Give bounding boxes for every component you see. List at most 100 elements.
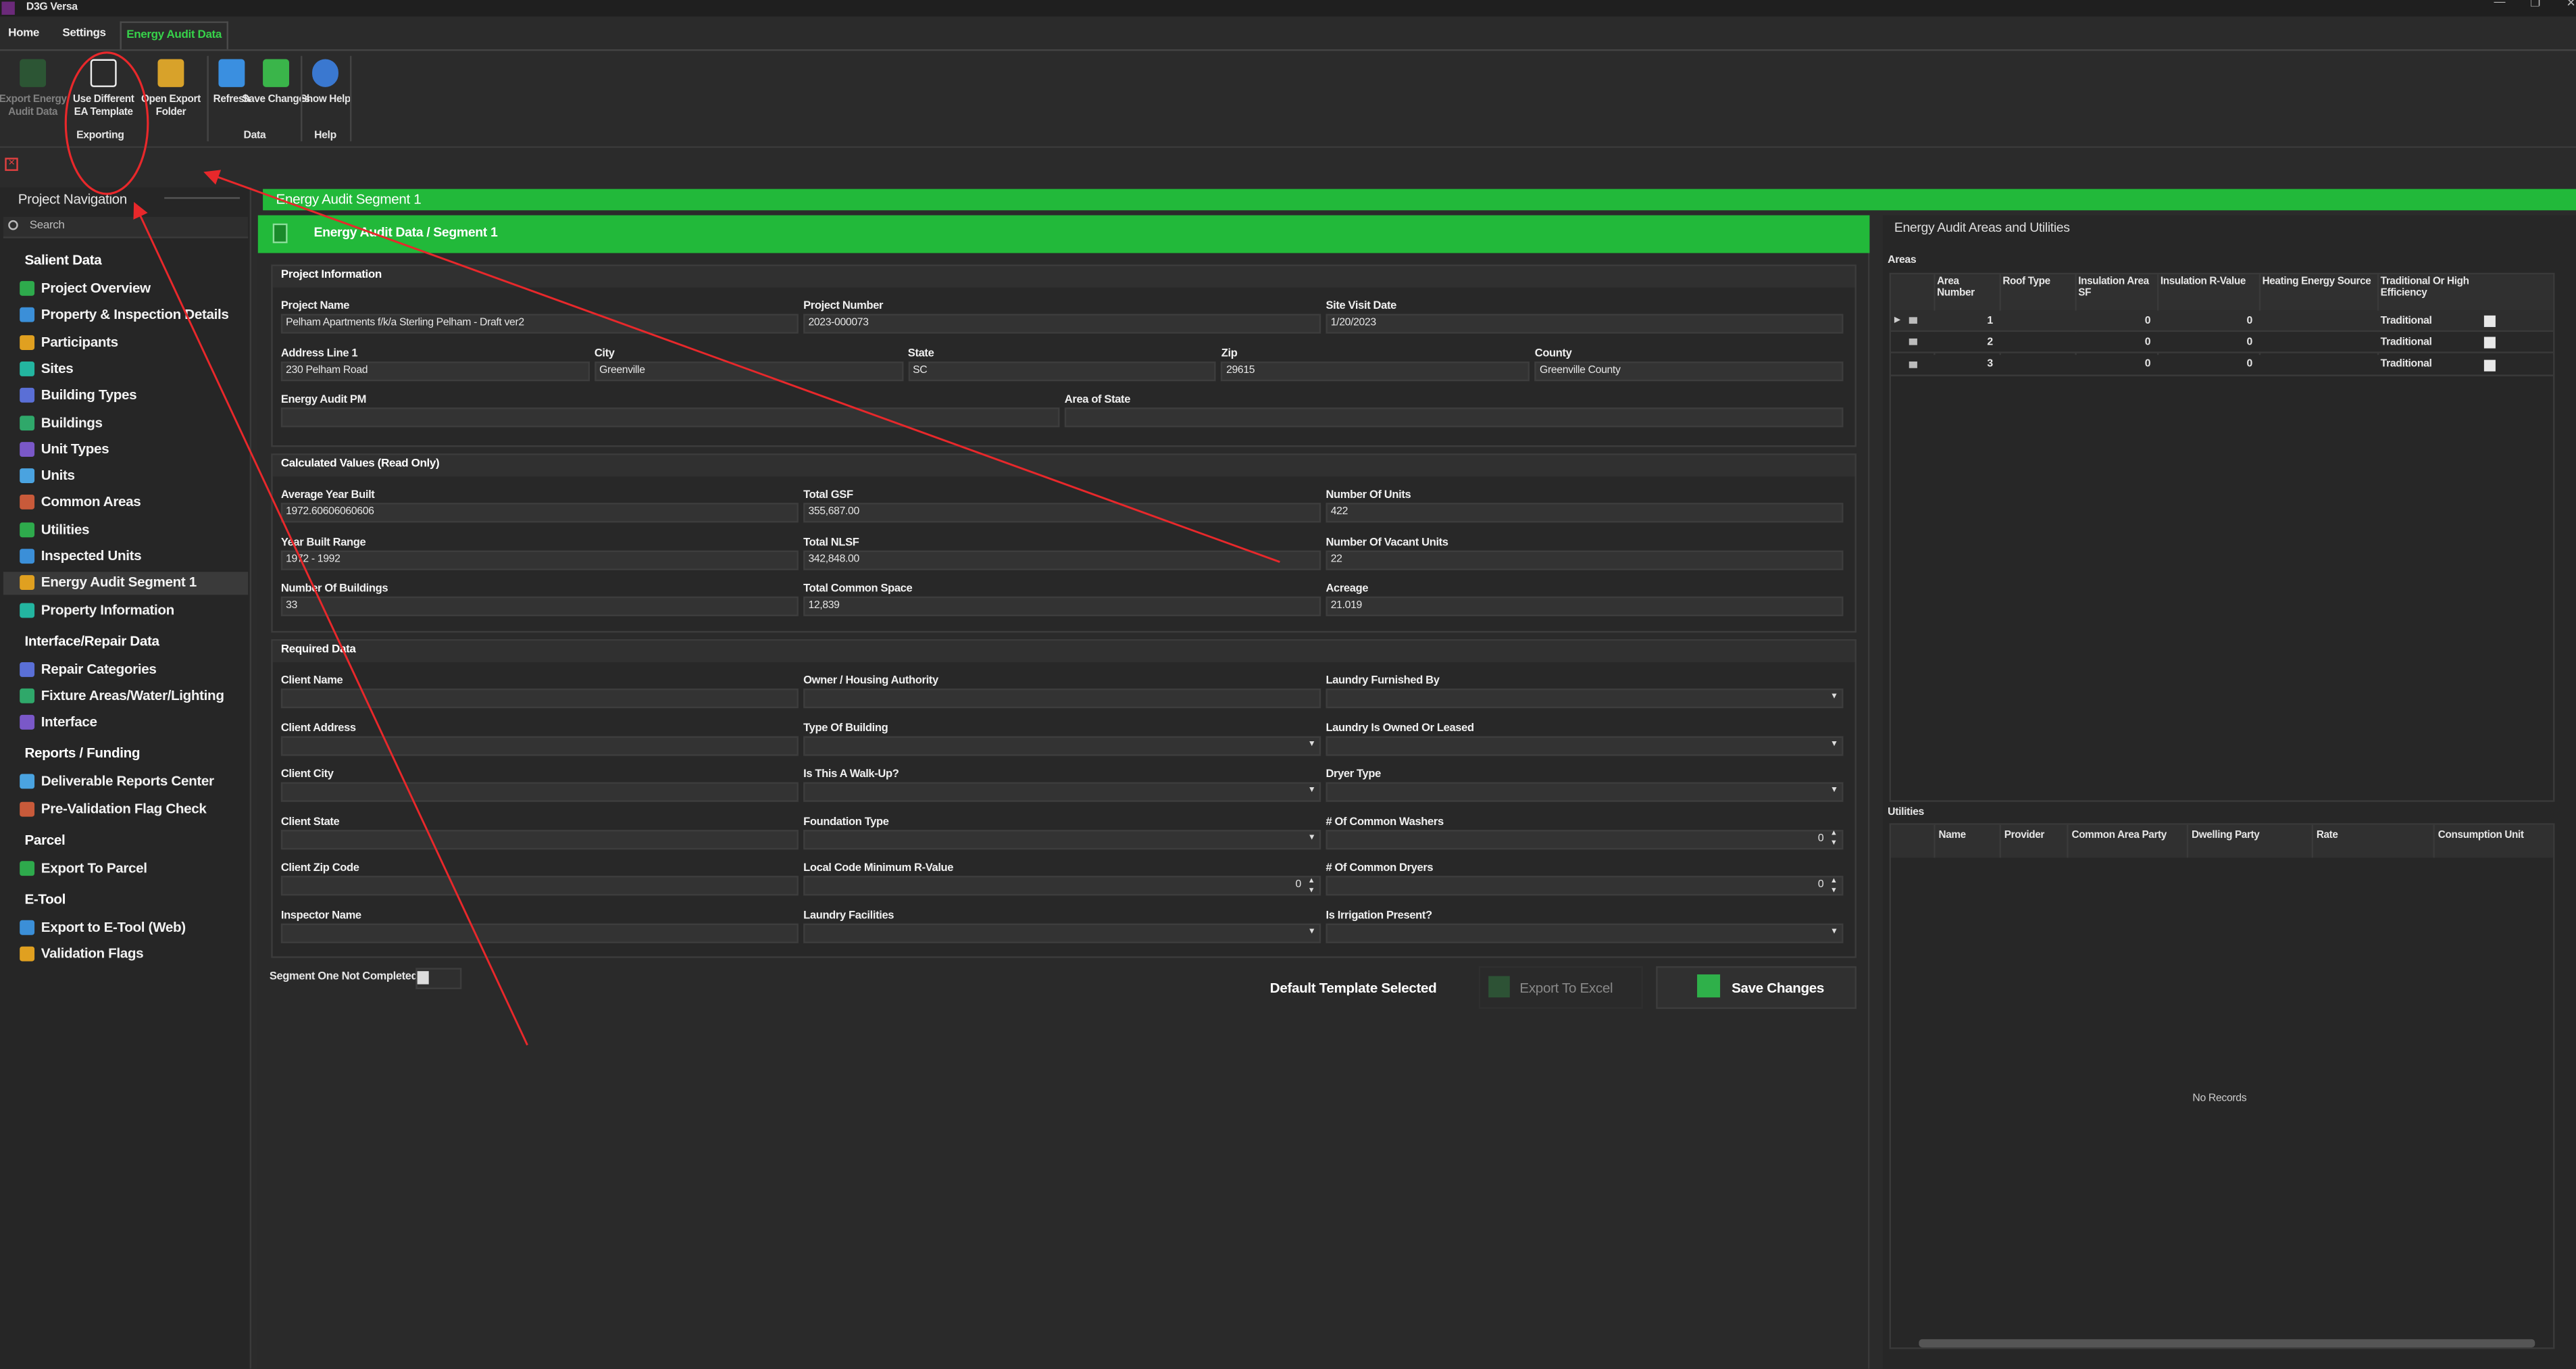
ribbon-button-label[interactable]: Open Export Folder xyxy=(141,93,201,119)
field-input[interactable] xyxy=(803,923,1321,943)
ribbon-group-label: Exporting xyxy=(76,130,124,142)
ribbon-button-label[interactable]: Show Help xyxy=(299,93,351,105)
field-input[interactable] xyxy=(280,361,590,381)
field-input[interactable] xyxy=(1325,735,1844,755)
nav-item[interactable]: Property Information xyxy=(41,601,174,618)
close-document-button[interactable]: × xyxy=(5,157,18,171)
column-header: Insulation R-Value xyxy=(2160,276,2246,288)
ribbon-tab[interactable]: Home xyxy=(8,28,40,40)
dropdown-arrow[interactable]: ▼ xyxy=(1830,739,1838,749)
field-input[interactable] xyxy=(280,407,1060,428)
dropdown-arrow[interactable]: ▼ xyxy=(1830,691,1838,702)
field-label: Client City xyxy=(280,769,334,781)
field-input[interactable] xyxy=(803,876,1321,897)
save-icon xyxy=(1697,974,1721,998)
field-input[interactable] xyxy=(803,829,1321,849)
field-label: Is Irrigation Present? xyxy=(1325,910,1432,922)
spinner-buttons[interactable]: ▲ ▼ xyxy=(1830,828,1838,847)
nav-item[interactable]: Utilities xyxy=(41,520,90,537)
ribbon-tab[interactable]: Energy Audit Data xyxy=(120,21,228,49)
row-checkbox[interactable] xyxy=(2483,315,2496,327)
field-input[interactable] xyxy=(280,314,799,334)
nav-item[interactable]: Buildings xyxy=(41,413,103,430)
field-input[interactable] xyxy=(1325,782,1844,803)
field-input[interactable] xyxy=(803,735,1321,755)
nav-item[interactable]: Pre-Validation Flag Check xyxy=(41,799,207,816)
search-box[interactable] xyxy=(3,216,249,239)
field-label: Client Zip Code xyxy=(280,863,359,875)
field-input[interactable] xyxy=(280,782,799,803)
row-checkbox[interactable] xyxy=(2483,337,2496,349)
ribbon-icon[interactable] xyxy=(90,59,117,87)
nav-item[interactable]: Interface xyxy=(41,713,97,730)
dropdown-arrow[interactable]: ▼ xyxy=(1307,739,1316,749)
nav-item[interactable]: Common Areas xyxy=(41,493,141,510)
window-button[interactable]: — xyxy=(2494,0,2506,9)
field-input[interactable] xyxy=(280,923,799,943)
field-input[interactable] xyxy=(907,361,1217,381)
field-input[interactable] xyxy=(1064,407,1844,428)
nav-item[interactable]: Project Overview xyxy=(41,279,151,296)
field-input[interactable] xyxy=(1325,923,1844,943)
window-button[interactable]: ❐ xyxy=(2529,0,2540,10)
nav-item[interactable]: Units xyxy=(41,466,75,484)
ribbon-icon[interactable] xyxy=(218,59,245,87)
field-input[interactable] xyxy=(280,876,799,897)
nav-item[interactable]: Repair Categories xyxy=(41,659,157,676)
dropdown-arrow[interactable]: ▼ xyxy=(1830,785,1838,796)
field-input[interactable] xyxy=(280,735,799,755)
nav-item[interactable]: Property & Inspection Details xyxy=(41,306,229,323)
save-button[interactable] xyxy=(1656,966,1857,1010)
nav-item[interactable]: Energy Audit Segment 1 xyxy=(41,574,197,591)
horizontal-scrollbar[interactable] xyxy=(1919,1339,2535,1348)
ribbon-icon[interactable] xyxy=(263,59,289,87)
field-input[interactable] xyxy=(280,829,799,849)
field-input[interactable] xyxy=(1325,688,1844,709)
nav-item[interactable]: Export To Parcel xyxy=(41,858,147,875)
dropdown-arrow[interactable]: ▼ xyxy=(1830,926,1838,937)
nav-item[interactable]: Unit Types xyxy=(41,440,109,457)
nav-item[interactable]: Building Types xyxy=(41,386,137,403)
field-input[interactable] xyxy=(803,314,1321,334)
grid-row[interactable] xyxy=(1891,354,2554,376)
nav-item[interactable]: Participants xyxy=(41,332,118,349)
field-input xyxy=(1325,597,1844,617)
field-input[interactable] xyxy=(803,782,1321,803)
window-button[interactable]: ✕ xyxy=(2566,0,2576,10)
nav-item-icon xyxy=(20,774,35,789)
nav-item[interactable]: Sites xyxy=(41,359,74,376)
ribbon-icon[interactable] xyxy=(312,59,338,87)
column-header: Dwelling Party xyxy=(2192,830,2260,842)
row-checkbox[interactable] xyxy=(2483,359,2496,371)
field-input[interactable] xyxy=(594,361,903,381)
spinner-buttons[interactable]: ▲ ▼ xyxy=(1307,875,1315,894)
nav-item[interactable]: Validation Flags xyxy=(41,944,144,962)
field-input[interactable] xyxy=(280,688,799,709)
field-label: Laundry Furnished By xyxy=(1325,675,1440,687)
nav-item[interactable]: Export to E-Tool (Web) xyxy=(41,918,186,935)
ribbon-button-label[interactable]: Refresh xyxy=(213,93,251,105)
field-input[interactable] xyxy=(1325,314,1844,334)
dropdown-arrow[interactable]: ▼ xyxy=(1307,926,1316,937)
ribbon-button-label[interactable]: Use Different EA Template xyxy=(72,93,134,119)
ribbon-icon[interactable] xyxy=(157,59,184,87)
field-input[interactable] xyxy=(1325,829,1844,849)
dropdown-arrow[interactable]: ▼ xyxy=(1307,785,1316,796)
nav-item[interactable]: Fixture Areas/Water/Lighting xyxy=(41,687,224,703)
nav-item[interactable]: Deliverable Reports Center xyxy=(41,772,214,789)
grid-cell: 3 xyxy=(1987,358,1993,370)
field-input[interactable] xyxy=(1325,876,1844,897)
ribbon-button-label[interactable]: Save Changes xyxy=(242,93,310,105)
field-input[interactable] xyxy=(803,688,1321,709)
field-input[interactable] xyxy=(1534,361,1844,381)
spinner-buttons[interactable]: ▲ ▼ xyxy=(1830,875,1838,894)
document-tab-title[interactable]: Energy Audit Segment 1 xyxy=(276,191,422,207)
dropdown-arrow[interactable]: ▼ xyxy=(1307,832,1316,843)
ribbon-tab[interactable]: Settings xyxy=(62,28,106,40)
nav-item[interactable]: Inspected Units xyxy=(41,547,142,564)
grid-row[interactable] xyxy=(1891,310,2554,332)
column-header: Heating Energy Source xyxy=(2262,276,2371,288)
grid-row[interactable] xyxy=(1891,332,2554,354)
field-input[interactable] xyxy=(1221,361,1530,381)
field-label: Energy Audit PM xyxy=(280,395,367,407)
